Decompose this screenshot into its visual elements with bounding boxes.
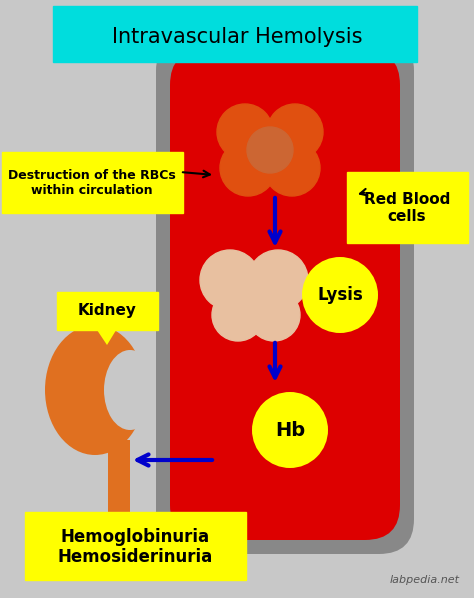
Text: labpedia.net: labpedia.net: [390, 575, 460, 585]
Circle shape: [220, 140, 276, 196]
FancyBboxPatch shape: [347, 172, 468, 243]
FancyBboxPatch shape: [53, 6, 417, 62]
Bar: [108, 440, 130, 560]
Text: Hb: Hb: [275, 420, 305, 440]
Circle shape: [264, 140, 320, 196]
FancyBboxPatch shape: [2, 152, 183, 213]
Text: Kidney: Kidney: [78, 304, 137, 319]
Circle shape: [248, 289, 300, 341]
Circle shape: [267, 104, 323, 160]
Circle shape: [252, 392, 328, 468]
Text: Intravascular Hemolysis: Intravascular Hemolysis: [112, 27, 362, 47]
FancyBboxPatch shape: [156, 36, 414, 554]
Polygon shape: [95, 327, 118, 345]
Ellipse shape: [45, 325, 145, 455]
FancyBboxPatch shape: [57, 292, 158, 330]
Circle shape: [232, 278, 276, 322]
Text: Lysis: Lysis: [317, 286, 363, 304]
Text: Red Blood
cells: Red Blood cells: [364, 192, 450, 224]
Text: Destruction of the RBCs
within circulation: Destruction of the RBCs within circulati…: [8, 169, 176, 197]
Circle shape: [217, 104, 273, 160]
Circle shape: [302, 257, 378, 333]
Ellipse shape: [104, 350, 156, 430]
FancyBboxPatch shape: [25, 512, 246, 580]
Text: Hemoglobinuria
Hemosiderinuria: Hemoglobinuria Hemosiderinuria: [57, 527, 213, 566]
Circle shape: [200, 250, 260, 310]
FancyBboxPatch shape: [170, 50, 400, 540]
Circle shape: [248, 250, 308, 310]
Circle shape: [212, 289, 264, 341]
Circle shape: [247, 127, 293, 173]
